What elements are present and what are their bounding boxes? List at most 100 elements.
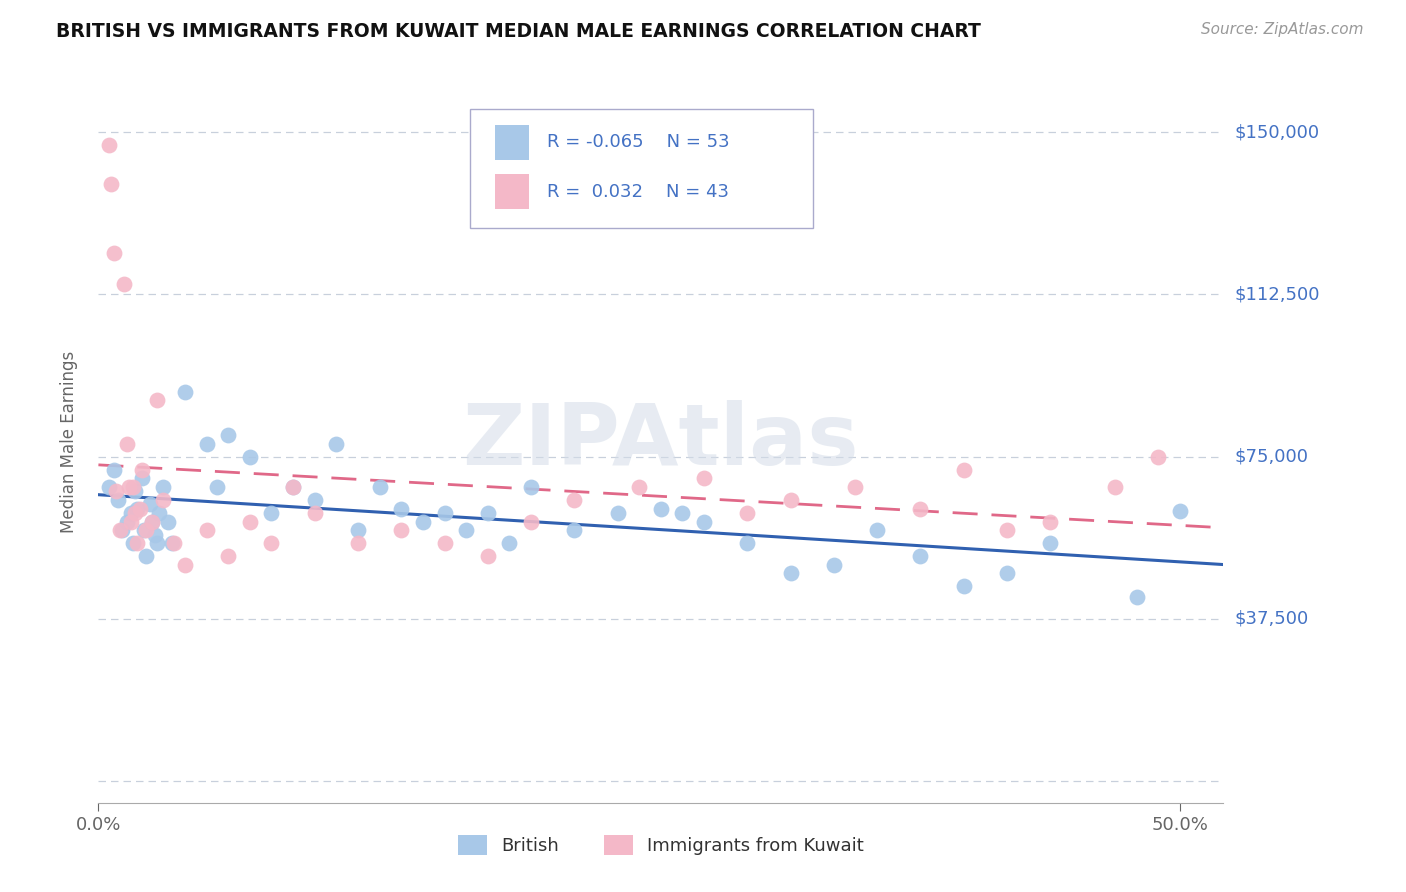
Point [412,515,434,529]
Point [131,471,153,485]
Point [304,506,326,520]
Point [995,523,1018,537]
Point [141,515,163,529]
Point [163,536,186,550]
Legend: British, Immigrants from Kuwait: British, Immigrants from Kuwait [450,828,872,863]
Point [693,515,716,529]
Point [120,515,142,529]
Point [693,471,716,485]
Point [195,523,218,537]
Point [143,527,166,541]
Point [107,492,129,507]
Text: $37,500: $37,500 [1234,610,1309,628]
Point [844,480,866,494]
Point [628,480,651,494]
Point [779,566,801,581]
Point [135,549,157,564]
Text: $75,000: $75,000 [1234,448,1309,466]
Point [152,480,174,494]
Point [779,492,801,507]
Point [281,480,304,494]
Point [122,480,145,494]
Point [146,393,169,408]
FancyBboxPatch shape [495,125,529,160]
Point [1147,450,1170,464]
Point [995,566,1018,581]
Point [98,480,121,494]
Point [520,515,543,529]
Point [650,501,672,516]
Point [1039,515,1062,529]
Point [98,138,121,153]
Point [135,523,157,537]
Point [217,428,239,442]
Point [606,506,628,520]
Point [156,515,179,529]
Point [325,436,347,450]
Point [120,506,142,520]
Point [1125,591,1147,605]
Y-axis label: Median Male Earnings: Median Male Earnings [59,351,77,533]
FancyBboxPatch shape [495,174,529,209]
Text: R =  0.032    N = 43: R = 0.032 N = 43 [547,183,730,201]
Point [823,558,845,572]
Point [737,536,759,550]
Point [160,536,183,550]
Point [146,536,169,550]
Text: Source: ZipAtlas.com: Source: ZipAtlas.com [1201,22,1364,37]
Point [389,523,412,537]
Point [433,506,456,520]
Point [100,177,122,191]
Point [174,558,197,572]
Point [456,523,478,537]
Point [124,484,146,499]
FancyBboxPatch shape [470,109,813,228]
Point [304,492,326,507]
Point [910,549,932,564]
Point [498,536,520,550]
Point [122,536,145,550]
Text: ZIPAtlas: ZIPAtlas [463,400,859,483]
Point [115,515,138,529]
Text: BRITISH VS IMMIGRANTS FROM KUWAIT MEDIAN MALE EARNINGS CORRELATION CHART: BRITISH VS IMMIGRANTS FROM KUWAIT MEDIAN… [56,22,981,41]
Point [281,480,304,494]
Point [260,506,283,520]
Point [217,549,239,564]
Point [389,501,412,516]
Point [910,501,932,516]
Text: $112,500: $112,500 [1234,285,1320,303]
Point [562,523,585,537]
Point [1104,480,1126,494]
Point [132,523,155,537]
Point [127,501,149,516]
Text: R = -0.065    N = 53: R = -0.065 N = 53 [547,134,730,152]
Point [520,480,543,494]
Point [952,463,974,477]
Point [115,436,138,450]
Point [128,501,150,516]
Point [112,277,135,291]
Point [347,523,370,537]
Text: $150,000: $150,000 [1234,123,1319,141]
Point [239,515,262,529]
Point [239,450,262,464]
Point [131,463,153,477]
Point [127,536,149,550]
Point [195,436,218,450]
Point [671,506,693,520]
Point [103,246,125,260]
Point [148,506,170,520]
Point [139,497,162,511]
Point [433,536,456,550]
Point [103,463,125,477]
Point [368,480,391,494]
Point [111,523,134,537]
Point [118,480,141,494]
Point [152,492,174,507]
Point [260,536,283,550]
Point [207,480,229,494]
Point [866,523,889,537]
Point [477,506,499,520]
Point [141,515,163,529]
Point [1168,504,1191,518]
